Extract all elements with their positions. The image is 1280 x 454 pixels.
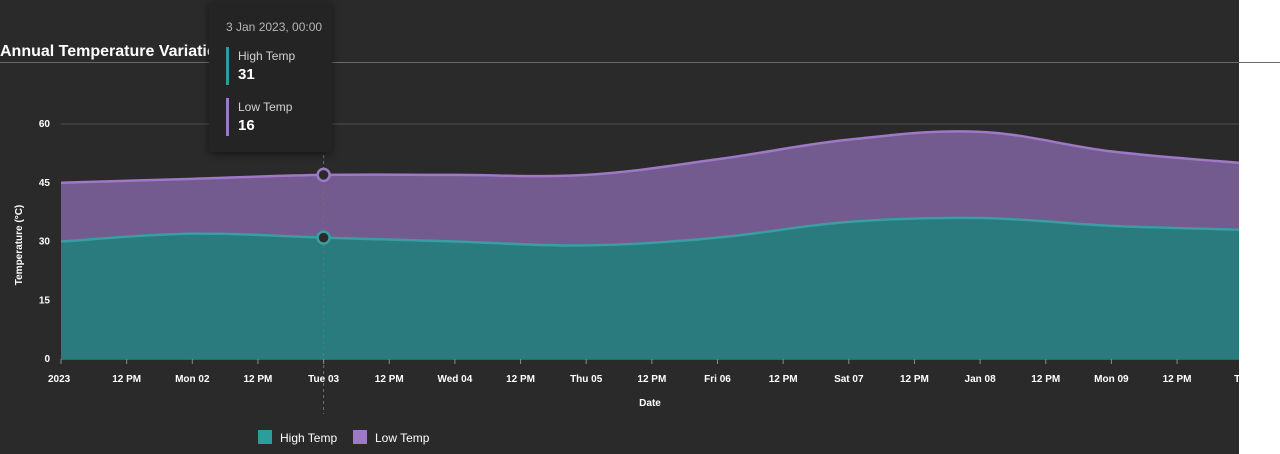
legend-label: High Temp	[280, 431, 338, 445]
tooltip: 3 Jan 2023, 00:00 High Temp 31 Low Temp …	[209, 2, 332, 152]
legend-label: Low Temp	[375, 431, 430, 445]
x-tick-label: Mon 02	[175, 374, 210, 385]
x-tick-label: Tue 03	[308, 374, 339, 385]
y-tick-label: 0	[44, 354, 50, 365]
y-tick-label: 60	[39, 119, 51, 130]
x-tick-label: Fri 06	[704, 374, 731, 385]
x-tick-label: 2023	[48, 374, 71, 385]
tooltip-item-low-temp: Low Temp 16	[226, 98, 326, 136]
x-tick-label: Thu 05	[570, 374, 603, 385]
x-tick-label: 12 PM	[243, 374, 272, 385]
tooltip-date: 3 Jan 2023, 00:00	[226, 20, 323, 34]
x-tick-label: 12 PM	[375, 374, 404, 385]
chart-title: Annual Temperature Variation	[0, 43, 227, 60]
title-divider	[0, 62, 1239, 63]
x-tick-label: 12 PM	[637, 374, 666, 385]
x-tick-label: 12 PM	[900, 374, 929, 385]
x-tick-label: Tue	[1234, 374, 1239, 385]
chart-panel: Annual Temperature Variation 0 15 30 45 60 2…	[0, 0, 1239, 454]
marker-high-temp[interactable]	[316, 230, 331, 245]
line-high-temp	[60, 216, 1239, 247]
x-tick-label: Mon 09	[1094, 374, 1129, 385]
x-tick-label: Jan 08	[965, 374, 997, 385]
legend-swatch	[258, 430, 272, 444]
legend-swatch	[353, 430, 367, 444]
x-tick-label: Wed 04	[437, 374, 472, 385]
tooltip-color-bar	[226, 47, 229, 85]
x-tick-label: 12 PM	[506, 374, 535, 385]
y-axis-label: Temperature (°C)	[14, 205, 25, 286]
tooltip-series-value: 31	[238, 66, 255, 83]
x-tick-label: 12 PM	[1031, 374, 1060, 385]
tooltip-color-bar	[226, 98, 229, 136]
x-tick-label: 12 PM	[769, 374, 798, 385]
tooltip-series-value: 16	[238, 117, 255, 134]
area-high-temp[interactable]	[61, 217, 1239, 359]
tooltip-series-name: Low Temp	[238, 100, 293, 114]
x-tick-label: Sat 07	[834, 374, 864, 385]
page-divider	[1239, 62, 1280, 63]
y-tick-label: 45	[39, 178, 51, 189]
x-tick-label: 12 PM	[1163, 374, 1192, 385]
line-low-temp	[60, 130, 1239, 184]
chart-svg[interactable]: 0 15 30 45 60 2023 12 PM Mon 02 12 PM Tue 03 12 P…	[0, 0, 1239, 454]
legend-item-high-temp[interactable]: High Temp	[258, 430, 348, 446]
x-axis-label: Date	[639, 398, 661, 409]
y-tick-label: 30	[39, 237, 51, 248]
tooltip-series-name: High Temp	[238, 49, 296, 63]
y-tick-label: 15	[39, 295, 51, 306]
legend-item-low-temp[interactable]: Low Temp	[353, 430, 443, 446]
tooltip-item-high-temp: High Temp 31	[226, 47, 326, 85]
marker-low-temp[interactable]	[316, 167, 331, 183]
x-tick-label: 12 PM	[112, 374, 141, 385]
